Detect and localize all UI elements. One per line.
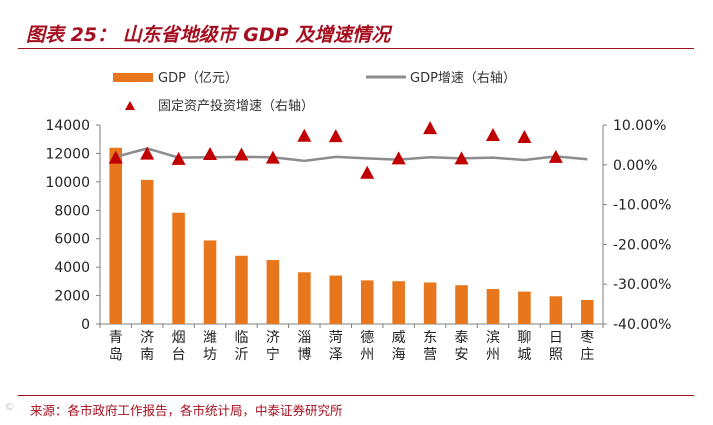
right-tick-label: 0.00%	[613, 158, 657, 174]
category-label: 坊	[203, 347, 217, 363]
legend-bar-swatch	[113, 73, 153, 82]
investment-growth-marker	[485, 127, 500, 141]
investment-growth-marker	[171, 151, 186, 165]
source-note: 来源：各市政府工作报告，各市统计局，中泰证券研究所	[30, 403, 343, 418]
category-label: 海	[392, 347, 406, 363]
right-tick-label: -20.00%	[613, 237, 671, 253]
left-tick-label: 14000	[45, 118, 90, 134]
gdp-growth-line	[115, 147, 588, 163]
legend: GDP（亿元） GDP增速（右轴） 固定资产投资增速（右轴）	[113, 71, 516, 114]
left-tick-label: 10000	[45, 175, 90, 191]
category-label: 照	[549, 347, 563, 363]
legend-bar-label: GDP（亿元）	[158, 71, 238, 86]
legend-line-label: GDP增速（右轴）	[410, 71, 516, 86]
left-tick-label: 12000	[45, 146, 90, 162]
category-label: 宁	[266, 346, 280, 363]
gdp-bar	[235, 255, 248, 324]
gdp-bar	[172, 212, 185, 324]
category-label: 济	[266, 330, 280, 346]
category-label: 滨	[486, 330, 500, 346]
investment-growth-marker	[454, 151, 469, 165]
category-label: 南	[140, 347, 154, 363]
right-tick-label: -30.00%	[613, 277, 671, 293]
figure-title: 图表 25： 山东省地级市 GDP 及增速情况	[26, 24, 391, 46]
right-tick-label: -10.00%	[613, 198, 671, 214]
category-label: 德	[360, 330, 374, 346]
category-label: 烟	[172, 330, 186, 346]
gdp-bar	[423, 282, 437, 324]
category-label: 博	[297, 346, 311, 363]
investment-growth-marker	[265, 150, 280, 164]
category-label: 沂	[234, 347, 248, 363]
investment-growth-marker	[328, 129, 343, 143]
category-label: 安	[455, 347, 469, 363]
investment-growth-marker	[108, 150, 123, 164]
category-label: 淄	[297, 330, 311, 346]
right-tick-label: 10.00%	[613, 118, 666, 134]
investment-growth-marker	[360, 165, 375, 179]
gdp-bar	[203, 240, 217, 324]
category-label: 青	[109, 330, 123, 346]
gdp-bar	[329, 275, 343, 324]
gdp-bar	[266, 260, 280, 324]
category-label: 泰	[455, 330, 469, 346]
category-label: 日	[549, 330, 563, 346]
legend-marker-label: 固定资产投资增速（右轴）	[158, 98, 314, 114]
left-tick-label: 4000	[54, 260, 90, 276]
gdp-bar	[298, 272, 311, 324]
gdp-bar	[455, 285, 468, 324]
investment-growth-marker	[203, 147, 218, 161]
category-label: 州	[486, 347, 500, 363]
category-label: 临	[234, 330, 248, 346]
watermark: ©	[4, 400, 15, 413]
category-label: 岛	[109, 347, 123, 363]
category-label: 聊	[517, 330, 531, 346]
left-tick-label: 6000	[54, 232, 90, 248]
category-label: 东	[423, 330, 437, 346]
footer-rule	[18, 395, 694, 396]
gdp-bar	[518, 291, 531, 324]
investment-growth-marker	[548, 149, 563, 163]
investment-growth-marker	[140, 146, 155, 160]
gdp-bar	[486, 289, 500, 324]
category-label: 州	[360, 347, 374, 363]
category-label: 台	[172, 347, 186, 363]
category-label: 庄	[580, 346, 594, 363]
gdp-bar	[580, 299, 594, 324]
gdp-bar	[109, 147, 123, 324]
gdp-bar	[392, 281, 405, 324]
category-label: 威	[392, 330, 406, 346]
gdp-bars	[109, 147, 594, 324]
category-label: 济	[140, 330, 154, 346]
category-label: 营	[423, 347, 437, 363]
investment-growth-marker	[297, 128, 312, 142]
category-label: 枣	[580, 330, 594, 346]
investment-growth-marker	[517, 129, 532, 143]
gdp-bar	[140, 179, 154, 324]
right-tick-label: -40.00%	[613, 317, 671, 333]
figure-title-bar: 图表 25： 山东省地级市 GDP 及增速情况	[18, 14, 694, 46]
left-tick-label: 0	[81, 317, 90, 333]
investment-growth-marker	[234, 147, 249, 161]
category-label: 泽	[329, 347, 343, 363]
title-rule	[18, 48, 694, 49]
left-tick-label: 2000	[54, 289, 90, 305]
gdp-growth-polyline	[115, 147, 588, 163]
legend-marker-swatch	[125, 101, 135, 110]
investment-growth-marker	[423, 121, 438, 135]
category-label: 城	[517, 347, 531, 363]
category-label: 潍	[203, 330, 217, 346]
category-label: 菏	[329, 330, 343, 346]
investment-growth-marker	[391, 151, 406, 165]
gdp-bar	[360, 280, 374, 324]
gdp-bar	[549, 296, 563, 324]
investment-growth-markers	[108, 121, 563, 179]
left-tick-label: 8000	[54, 203, 90, 219]
